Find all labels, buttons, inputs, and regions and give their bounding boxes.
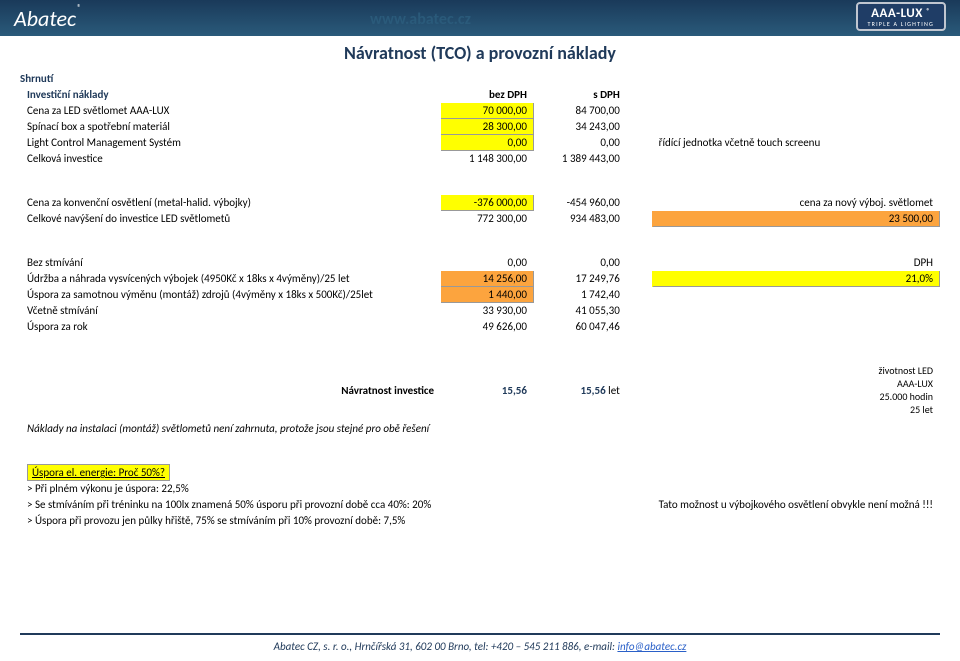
cell-value: 34 243,00 xyxy=(533,119,626,135)
cell-value: 33 930,00 xyxy=(441,303,534,319)
table-row: > Se stmíváním při tréninku na 100lx zna… xyxy=(21,497,940,513)
cell-value: 0,00 xyxy=(441,255,534,271)
install-note: Náklady na instalaci (montáž) světlometů… xyxy=(21,418,940,437)
page-footer: Abatec CZ, s. r. o., Hrnčířská 31, 602 0… xyxy=(0,640,960,653)
table-row: Náklady na instalaci (montáž) světlometů… xyxy=(21,418,940,437)
page-title: Návratnost (TCO) a provozní náklady xyxy=(0,42,960,64)
row-label: Celková investice xyxy=(21,151,441,167)
section-shrnuti: Shrnutí xyxy=(20,72,940,85)
table-row: Celkové navýšení do investice LED světlo… xyxy=(21,211,940,227)
table-row: Úspora za rok 49 626,00 60 047,46 xyxy=(21,319,940,335)
cell-value: 60 047,46 xyxy=(533,319,626,335)
cell-value: 84 700,00 xyxy=(533,103,626,119)
cell-value: 14 256,00 xyxy=(441,271,534,287)
row-label: Úspora za rok xyxy=(21,319,441,335)
footer-text: Abatec CZ, s. r. o., Hrnčířská 31, 602 0… xyxy=(274,640,618,653)
row-label: Cena za LED světlomet AAA-LUX xyxy=(21,103,441,119)
cell-value: 17 249,76 xyxy=(533,271,626,287)
table-row: Úspora za samotnou výměnu (montáž) zdroj… xyxy=(21,287,940,303)
cell-note: řídící jednotka včetně touch screenu xyxy=(652,135,939,151)
payback-value: 15,56 xyxy=(441,363,534,418)
table-row: > Úspora při provozu jen půlky hřiště, 7… xyxy=(21,513,940,529)
table-investment: Investiční náklady bez DPH s DPH Cena za… xyxy=(20,86,940,529)
logo-text: Abatec xyxy=(14,5,76,32)
cell-note: DPH xyxy=(652,255,939,271)
payback-row: Návratnost investice 15,56 15,56 let živ… xyxy=(21,363,940,418)
cell-value: 70 000,00 xyxy=(441,103,534,119)
footer-separator xyxy=(20,633,940,635)
lifetime-block: životnost LED AAA-LUX 25.000 hodin 25 le… xyxy=(652,363,939,418)
cell-value: 1 148 300,00 xyxy=(441,151,534,167)
why50-title: Úspora el. energie: Proč 50%? xyxy=(27,464,170,481)
payback-value: 15,56 xyxy=(581,384,606,397)
row-label: Light Control Management Systém xyxy=(21,135,441,151)
row-label: Úspora za samotnou výměnu (montáž) zdroj… xyxy=(21,287,441,303)
cell-value: 28 300,00 xyxy=(441,119,534,135)
table-row: Cena za konvenční osvětlení (metal-halid… xyxy=(21,195,940,211)
row-label: Údržba a náhrada vysvícených výbojek (49… xyxy=(21,271,441,287)
cell-value: 41 055,30 xyxy=(533,303,626,319)
page-header: Abatec® AAA-LUX ® TRIPLE A LIGHTING xyxy=(0,0,960,36)
abatec-logo: Abatec® xyxy=(14,5,80,32)
row-label: Cena za konvenční osvětlení (metal-halid… xyxy=(21,195,441,211)
row-label: Celkové navýšení do investice LED světlo… xyxy=(21,211,441,227)
cell-value: 934 483,00 xyxy=(533,211,626,227)
why50-line: > Se stmíváním při tréninku na 100lx zna… xyxy=(21,497,627,513)
row-label: Včetně stmívání xyxy=(21,303,441,319)
why50-line: > Při plném výkonu je úspora: 22,5% xyxy=(21,481,940,497)
lifetime-line: 25 let xyxy=(659,403,933,416)
table-row: > Při plném výkonu je úspora: 22,5% xyxy=(21,481,940,497)
cell-value: 1 389 443,00 xyxy=(533,151,626,167)
subsection-investicni: Investiční náklady xyxy=(21,87,441,103)
table-row: Bez stmívání 0,00 0,00 DPH xyxy=(21,255,940,271)
lifetime-line: 25.000 hodin xyxy=(659,390,933,403)
payback-unit: let xyxy=(608,384,620,397)
table-row: Spínací box a spotřební materiál 28 300,… xyxy=(21,119,940,135)
cell-value: 0,00 xyxy=(533,135,626,151)
cell-value: 1 742,40 xyxy=(533,287,626,303)
cell-value: 21,0% xyxy=(652,271,939,287)
reg-mark: ® xyxy=(77,3,81,13)
lifetime-line: AAA-LUX xyxy=(659,377,933,390)
cell-value: 772 300,00 xyxy=(441,211,534,227)
cell-value: 49 626,00 xyxy=(441,319,534,335)
table-row: Celková investice 1 148 300,00 1 389 443… xyxy=(21,151,940,167)
cell-value: 1 440,00 xyxy=(441,287,534,303)
table-row: Včetně stmívání 33 930,00 41 055,30 xyxy=(21,303,940,319)
table-row: Úspora el. energie: Proč 50%? xyxy=(21,465,940,481)
table-row: Light Control Management Systém 0,00 0,0… xyxy=(21,135,940,151)
why50-right-note: Tato možnost u výbojkového osvětlení obv… xyxy=(652,497,939,513)
aaa-lux-subtitle: TRIPLE A LIGHTING xyxy=(868,21,934,27)
table-row: Cena za LED světlomet AAA-LUX 70 000,00 … xyxy=(21,103,940,119)
col-bez-dph: bez DPH xyxy=(441,87,534,103)
cell-value: -454 960,00 xyxy=(533,195,626,211)
col-s-dph: s DPH xyxy=(533,87,626,103)
cell-value: 23 500,00 xyxy=(652,211,939,227)
cell-value: -376 000,00 xyxy=(441,195,534,211)
why50-line: > Úspora při provozu jen půlky hřiště, 7… xyxy=(21,513,940,529)
payback-label: Návratnost investice xyxy=(21,363,441,418)
aaa-lux-badge: AAA-LUX ® TRIPLE A LIGHTING xyxy=(856,2,946,31)
row-label: Spínací box a spotřební materiál xyxy=(21,119,441,135)
footer-email-link[interactable]: info@abatec.cz xyxy=(617,640,686,653)
site-url: www.abatec.cz xyxy=(370,10,471,29)
lifetime-line: životnost LED xyxy=(659,364,933,377)
table-row: Údržba a náhrada vysvícených výbojek (49… xyxy=(21,271,940,287)
cell-value: 0,00 xyxy=(441,135,534,151)
reg-mark: ® xyxy=(926,6,930,15)
cell-value: 0,00 xyxy=(533,255,626,271)
cell-note: cena za nový výboj. světlomet xyxy=(652,195,939,211)
row-label: Bez stmívání xyxy=(21,255,441,271)
aaa-lux-text: AAA-LUX xyxy=(871,6,923,21)
